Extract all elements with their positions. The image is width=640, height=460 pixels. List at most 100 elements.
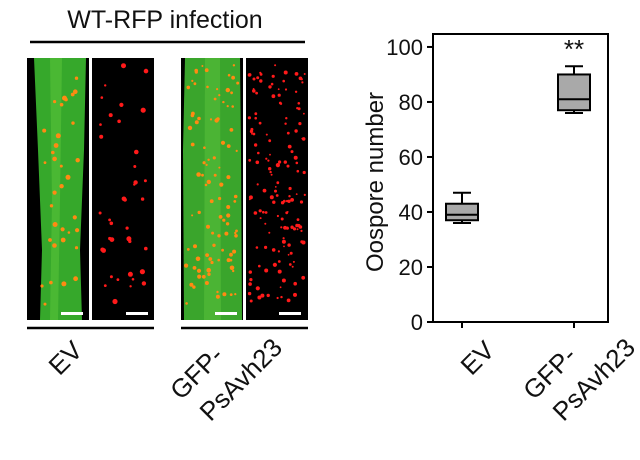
oospore-dot <box>230 91 234 95</box>
ev-rfp-oospores <box>98 63 149 305</box>
oospore-dot <box>277 88 280 91</box>
oospore-dot <box>300 78 303 81</box>
oospore-dot <box>287 253 290 256</box>
oospore-dot <box>61 281 67 287</box>
oospore-dot <box>207 158 210 161</box>
oospore-dot <box>40 284 44 288</box>
oospore-dot <box>213 173 217 177</box>
oospore-dot <box>268 231 271 234</box>
oospore-dot <box>280 217 284 221</box>
oospore-dot <box>75 228 80 233</box>
oospore-dot <box>229 258 233 262</box>
oospore-dot <box>206 179 211 185</box>
boxes: ** <box>445 34 591 224</box>
oospore-dot <box>269 170 272 174</box>
oospore-dot <box>260 293 265 298</box>
gfp-rfp-image <box>246 58 308 320</box>
oospore-dot <box>196 268 202 273</box>
oospore-dot <box>204 281 209 285</box>
oospore-dot <box>218 215 223 219</box>
oospore-dot <box>296 228 299 231</box>
oospore-dot <box>144 246 148 251</box>
oospore-dot <box>255 160 260 165</box>
oospore-dot <box>247 116 251 120</box>
oospore-dot <box>275 163 280 168</box>
oospore-dot <box>303 193 306 196</box>
y-tick-label: 20 <box>399 255 423 280</box>
oospore-dot <box>201 173 204 177</box>
oospore-dot <box>207 272 211 276</box>
scale-bar <box>279 312 301 315</box>
x-label-ev: EV <box>455 335 501 381</box>
oospore-dot <box>262 188 267 193</box>
significance-marker: ** <box>564 34 584 64</box>
oospore-dot <box>127 271 133 277</box>
oospore-dot <box>201 65 204 67</box>
oospore-dot <box>184 263 189 268</box>
oospore-dot <box>231 75 236 80</box>
oospore-dot <box>204 68 209 73</box>
oospore-dot <box>269 153 271 156</box>
oospore-dot <box>205 253 210 257</box>
oospore-dot <box>229 265 235 271</box>
oospore-dot <box>143 68 149 74</box>
oospore-dot <box>140 197 145 201</box>
oospore-dot <box>256 76 260 80</box>
oospore-dot <box>232 269 235 273</box>
oospore-dot <box>294 129 298 133</box>
oospore-dot <box>234 234 238 238</box>
oospore-dot <box>226 105 229 108</box>
oospore-dot <box>123 197 127 202</box>
oospore-dot <box>134 149 139 155</box>
oospore-dot <box>268 167 272 171</box>
oospore-dot <box>247 291 252 296</box>
oospore-dot <box>202 161 206 165</box>
oospore-dot <box>288 195 291 198</box>
oospore-dot <box>264 268 269 273</box>
oospore-dot <box>259 79 263 83</box>
oospore-dot <box>235 229 238 233</box>
oospore-dot <box>51 150 55 155</box>
oospore-dot <box>255 246 259 249</box>
oospore-dot <box>52 156 57 162</box>
oospore-dot <box>276 214 279 218</box>
oospore-dot <box>301 275 306 280</box>
iqr-box <box>557 73 591 112</box>
oospore-dot <box>201 274 206 279</box>
oospore-dot <box>225 87 230 93</box>
oospore-dot <box>197 210 201 215</box>
oospore-dot <box>101 248 106 253</box>
oospore-dot <box>104 84 107 87</box>
oospore-dot <box>294 72 299 76</box>
oospore-dot <box>266 293 270 298</box>
oospore-dot <box>74 246 79 250</box>
oospore-dot <box>213 97 217 101</box>
oospore-dot <box>72 215 77 220</box>
oospore-dot <box>186 85 191 90</box>
oospore-dot <box>191 79 194 82</box>
oospore-dot <box>298 122 302 126</box>
oospore-dot <box>286 298 291 303</box>
oospore-dot <box>108 113 113 118</box>
oospore-dot <box>43 161 47 165</box>
oospore-dot <box>206 224 210 229</box>
oospore-dot <box>267 159 270 162</box>
oospore-dot <box>222 292 227 297</box>
oospore-dot <box>278 160 282 164</box>
oospore-dot <box>249 278 253 282</box>
oospore-dot <box>284 122 287 125</box>
oospore-dot <box>264 211 268 214</box>
group-label-ev: EV <box>43 335 89 381</box>
oospore-dot <box>48 238 52 242</box>
oospore-dot <box>275 194 279 197</box>
oospore-dot <box>291 265 294 268</box>
oospore-dot <box>289 251 293 255</box>
oospore-dot <box>53 143 59 148</box>
gfp-rfp-oospores <box>247 64 306 303</box>
oospore-dot <box>193 244 197 249</box>
oospore-dot <box>248 195 253 200</box>
oospore-dot <box>109 275 113 279</box>
oospore-dot <box>283 160 287 164</box>
oospore-dot <box>52 222 58 227</box>
